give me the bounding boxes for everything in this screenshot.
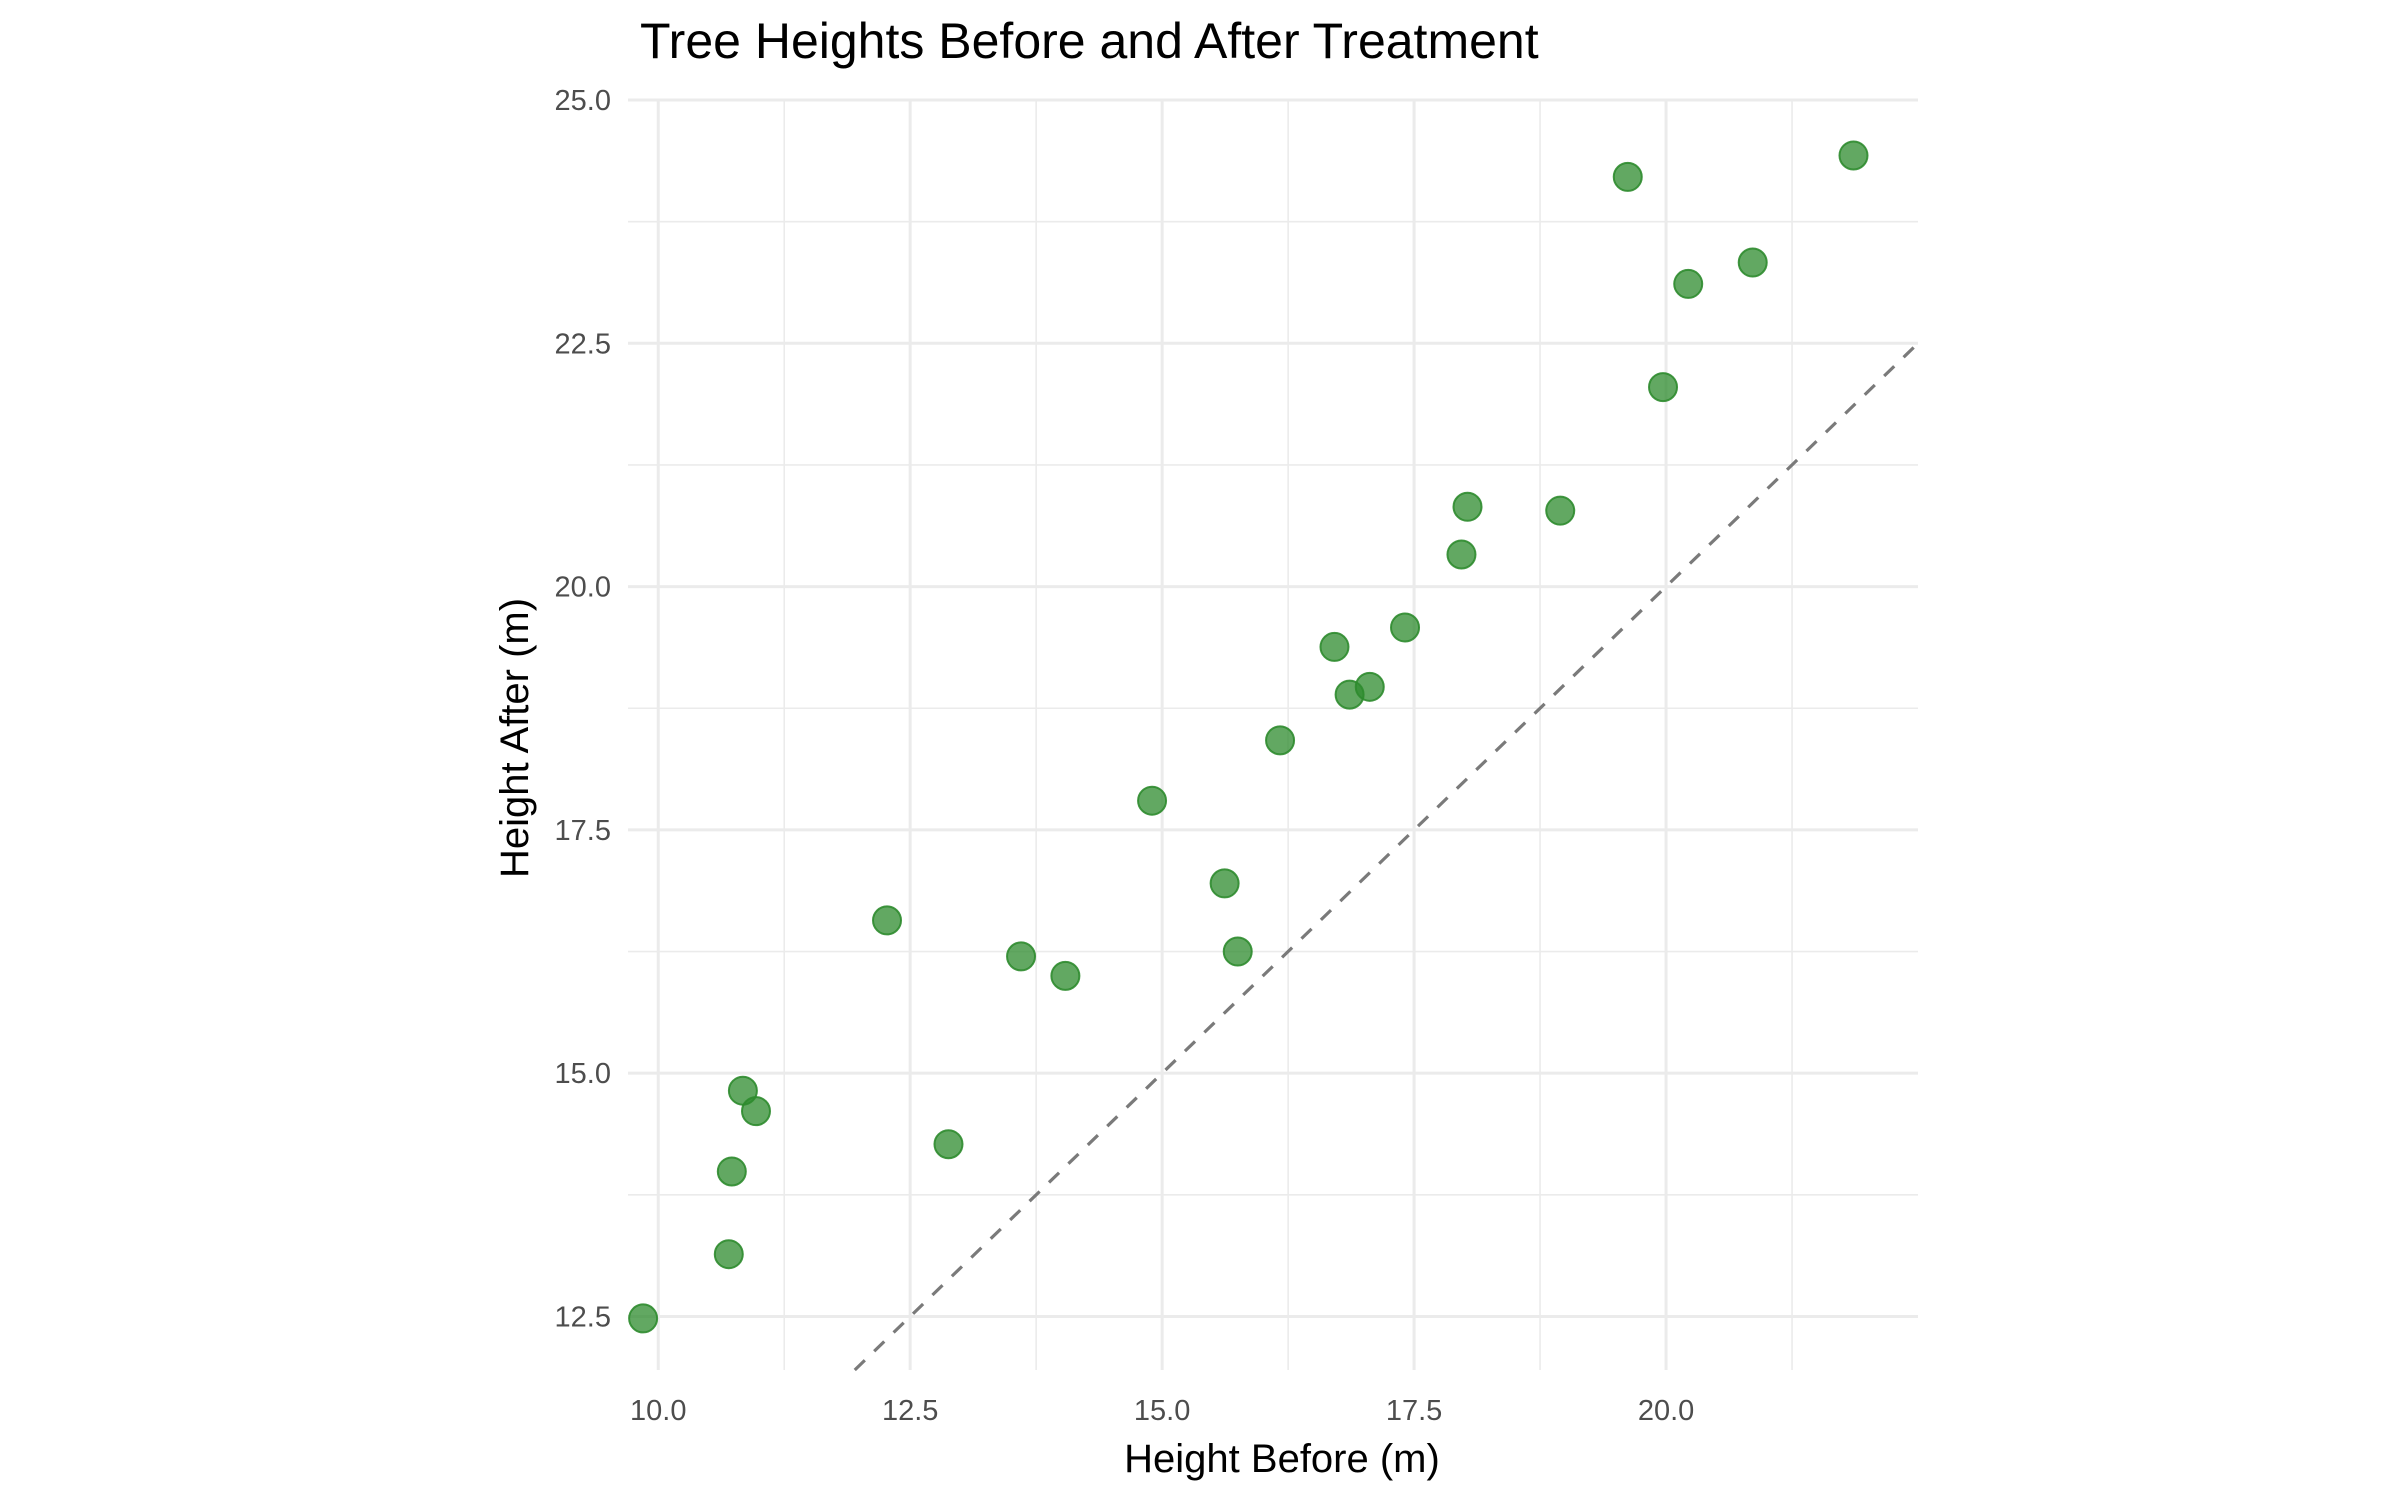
data-point bbox=[1354, 671, 1385, 702]
y-tick-label: 12.5 bbox=[555, 1301, 611, 1333]
data-point bbox=[933, 1129, 964, 1160]
y-axis-ticks: 12.5 15.0 17.5 20.0 22.5 25.0 bbox=[555, 85, 611, 1333]
data-point bbox=[1838, 140, 1869, 171]
data-point bbox=[1673, 268, 1704, 299]
data-point bbox=[1222, 936, 1253, 967]
x-tick-label: 10.0 bbox=[630, 1395, 686, 1427]
data-point bbox=[1452, 491, 1483, 522]
data-point bbox=[1446, 539, 1477, 570]
data-point bbox=[1137, 785, 1168, 816]
x-tick-label: 20.0 bbox=[1638, 1395, 1694, 1427]
y-tick-label: 20.0 bbox=[555, 572, 611, 604]
data-point bbox=[1319, 631, 1350, 662]
y-axis-label: Height After (m) bbox=[493, 598, 537, 878]
x-tick-label: 15.0 bbox=[1134, 1395, 1190, 1427]
y-tick-label: 25.0 bbox=[555, 85, 611, 117]
data-point bbox=[1390, 612, 1421, 643]
data-point bbox=[1737, 247, 1768, 278]
chart-title: Tree Heights Before and After Treatment bbox=[640, 13, 1539, 69]
data-point bbox=[628, 1303, 659, 1334]
grid bbox=[628, 98, 1918, 1370]
y-tick-label: 22.5 bbox=[555, 328, 611, 360]
data-point bbox=[1050, 960, 1081, 991]
data-point bbox=[716, 1156, 747, 1187]
x-axis-ticks: 10.0 12.5 15.0 17.5 20.0 bbox=[630, 1395, 1694, 1427]
data-point bbox=[872, 905, 903, 936]
y-tick-label: 17.5 bbox=[555, 815, 611, 847]
data-point bbox=[1648, 372, 1679, 403]
data-point bbox=[1209, 868, 1240, 899]
x-tick-label: 17.5 bbox=[1386, 1395, 1442, 1427]
x-tick-label: 12.5 bbox=[882, 1395, 938, 1427]
x-axis-label: Height Before (m) bbox=[1124, 1437, 1440, 1481]
y-tick-label: 15.0 bbox=[555, 1058, 611, 1090]
reference-line-layer bbox=[853, 342, 1920, 1372]
data-point bbox=[1545, 495, 1576, 526]
data-point bbox=[1006, 941, 1037, 972]
data-point bbox=[740, 1096, 771, 1127]
data-point bbox=[1265, 725, 1296, 756]
data-point bbox=[713, 1239, 744, 1270]
data-point bbox=[1612, 161, 1643, 192]
data-points bbox=[628, 140, 1869, 1334]
reference-line bbox=[853, 342, 1920, 1372]
